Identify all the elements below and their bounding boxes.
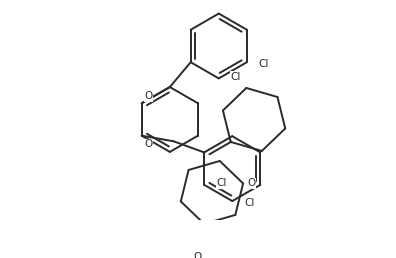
- Text: O: O: [248, 179, 256, 188]
- Text: O: O: [145, 91, 153, 101]
- Text: Cl: Cl: [244, 198, 255, 208]
- Text: Cl: Cl: [231, 72, 241, 82]
- Text: O: O: [145, 139, 153, 149]
- Text: Cl: Cl: [259, 59, 269, 69]
- Text: Cl: Cl: [216, 178, 227, 188]
- Text: O: O: [194, 252, 202, 258]
